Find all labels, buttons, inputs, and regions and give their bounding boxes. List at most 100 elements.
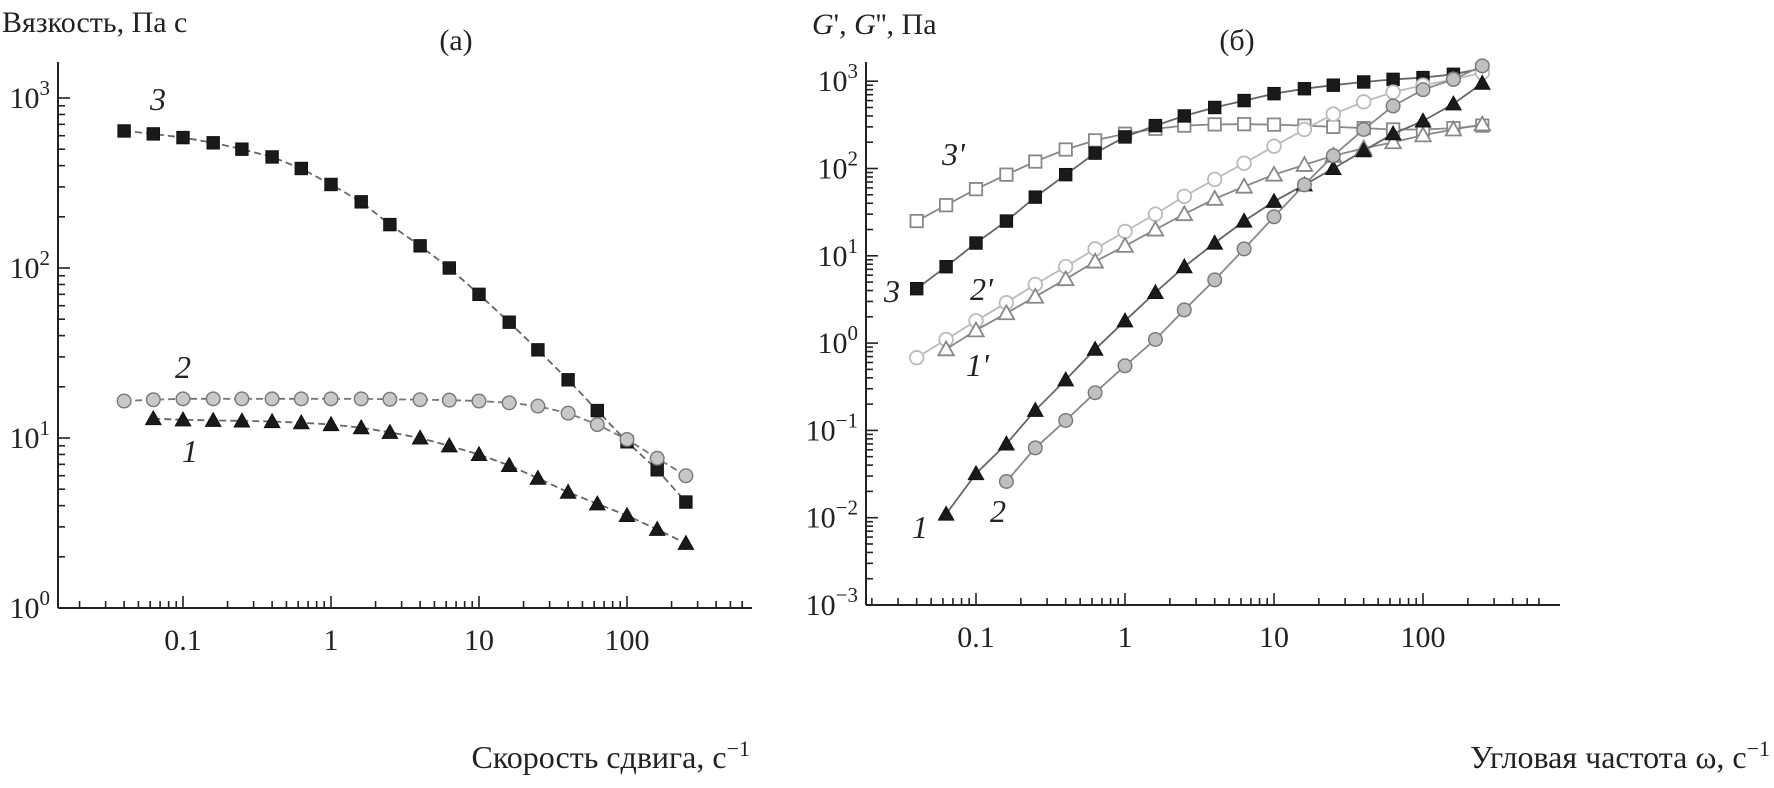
- data-point-3: [146, 127, 161, 141]
- data-point-3: [1326, 78, 1340, 92]
- y-tick-base: 10: [10, 422, 40, 455]
- data-point-3': [1088, 133, 1103, 148]
- data-point-2: [471, 393, 487, 409]
- series-label-b-1: 1: [912, 509, 928, 545]
- data-point-2: [145, 392, 161, 408]
- x-tick-label: 0.1: [164, 624, 202, 657]
- data-point-1': [966, 320, 986, 338]
- data-point-1: [1384, 124, 1402, 141]
- data-point-1: [174, 411, 192, 427]
- y-tick-exponent: 1: [40, 416, 51, 440]
- y-tick-label: 100: [10, 586, 51, 625]
- data-point-2: [1117, 358, 1133, 374]
- panel-b-ylabel-g2: G: [854, 8, 876, 41]
- data-point-1: [1324, 159, 1342, 176]
- data-point-3: [1118, 130, 1132, 144]
- y-tick-base: 10: [806, 414, 836, 447]
- panel-b-ylabel-p1: ',: [834, 8, 854, 41]
- data-point-2: [1058, 412, 1074, 428]
- data-point-2: [1474, 58, 1490, 74]
- data-point-3: [176, 130, 190, 145]
- data-point-2: [1236, 241, 1252, 257]
- data-point-3: [1177, 109, 1191, 123]
- data-point-2: [1445, 71, 1461, 87]
- x-tick-label: 0.1: [957, 621, 995, 654]
- data-point-1: [1116, 312, 1134, 328]
- y-tick-base: 10: [806, 589, 836, 622]
- y-tick-base: 10: [806, 502, 836, 535]
- y-tick-label: 102: [818, 147, 859, 186]
- panel-a-series-labels: 3 2 1: [149, 81, 198, 469]
- data-point-1': [1413, 125, 1433, 143]
- y-tick-exponent: −1: [836, 408, 858, 432]
- data-point-3': [1028, 154, 1043, 169]
- data-point-3: [117, 124, 131, 138]
- x-tick-label: 1: [324, 624, 339, 657]
- data-point-1: [500, 456, 518, 472]
- data-point-3': [1207, 117, 1222, 132]
- series-label-a-2: 2: [175, 349, 191, 385]
- data-point-2: [441, 392, 457, 408]
- data-point-2: [353, 391, 369, 407]
- data-point-3: [324, 177, 338, 192]
- data-point-3: [383, 217, 397, 232]
- y-tick-label: 103: [818, 59, 859, 98]
- data-point-3: [1088, 146, 1102, 160]
- x-tick-label: 10: [464, 624, 494, 657]
- panel-a-viscosity: Вязкость, Па с (а) Скорость сдвига, с−1 …: [2, 6, 752, 775]
- data-point-1: [470, 445, 488, 462]
- data-point-2: [501, 395, 517, 411]
- panel-a-xlabel: Скорость сдвига, с−1: [471, 736, 750, 775]
- data-point-1: [1444, 95, 1463, 111]
- data-point-2: [589, 417, 605, 433]
- data-point-1': [1056, 269, 1075, 287]
- data-point-3: [969, 236, 983, 250]
- data-point-1': [1383, 132, 1403, 150]
- panel-b-ylabel-rest: '', Па: [876, 8, 937, 41]
- data-point-3: [442, 261, 457, 275]
- data-point-3': [939, 198, 954, 213]
- panel-a-ylabel: Вязкость, Па с: [2, 6, 187, 39]
- series-1: [937, 74, 1491, 521]
- y-tick-exponent: 0: [848, 321, 859, 345]
- data-point-1: [1235, 212, 1253, 228]
- data-point-3: [472, 287, 486, 302]
- panel-a-xlabel-text: Скорость сдвига, с: [471, 739, 726, 775]
- data-point-1: [588, 495, 606, 511]
- data-point-3': [1058, 142, 1073, 157]
- y-tick-base: 10: [818, 327, 848, 360]
- data-point-2: [323, 391, 339, 407]
- data-point-3: [294, 161, 309, 176]
- data-point-1': [1444, 119, 1463, 137]
- y-tick-base: 10: [818, 153, 848, 186]
- data-point-1: [1175, 257, 1193, 274]
- data-point-1: [1355, 141, 1373, 158]
- panel-b-label: (б): [1219, 24, 1254, 57]
- data-point-1: [263, 412, 281, 429]
- data-point-1: [529, 469, 547, 485]
- data-point-1': [1146, 219, 1165, 237]
- y-tick-exponent: 3: [848, 59, 859, 83]
- y-tick-label: 10−1: [806, 408, 858, 447]
- data-point-1: [381, 423, 399, 439]
- data-point-2: [1296, 177, 1312, 193]
- data-point-3: [999, 214, 1014, 228]
- y-tick-exponent: 2: [848, 147, 859, 171]
- data-point-3: [1208, 100, 1222, 115]
- data-point-2: [1207, 272, 1223, 288]
- data-point-2': [1385, 84, 1401, 100]
- data-point-3: [561, 373, 575, 387]
- y-tick-base: 10: [10, 592, 40, 625]
- series-label-b-2prime: 2': [970, 271, 994, 307]
- y-tick-label: 10−2: [806, 496, 858, 535]
- data-point-1: [1086, 340, 1104, 356]
- data-point-1: [648, 520, 666, 536]
- y-tick-exponent: −3: [836, 583, 858, 607]
- data-point-2': [1207, 171, 1223, 188]
- data-point-2: [116, 393, 132, 409]
- y-tick-exponent: 2: [40, 246, 51, 270]
- data-point-3: [939, 260, 953, 274]
- data-point-2': [1356, 94, 1372, 110]
- data-point-2: [1325, 148, 1341, 164]
- data-point-1': [997, 303, 1016, 321]
